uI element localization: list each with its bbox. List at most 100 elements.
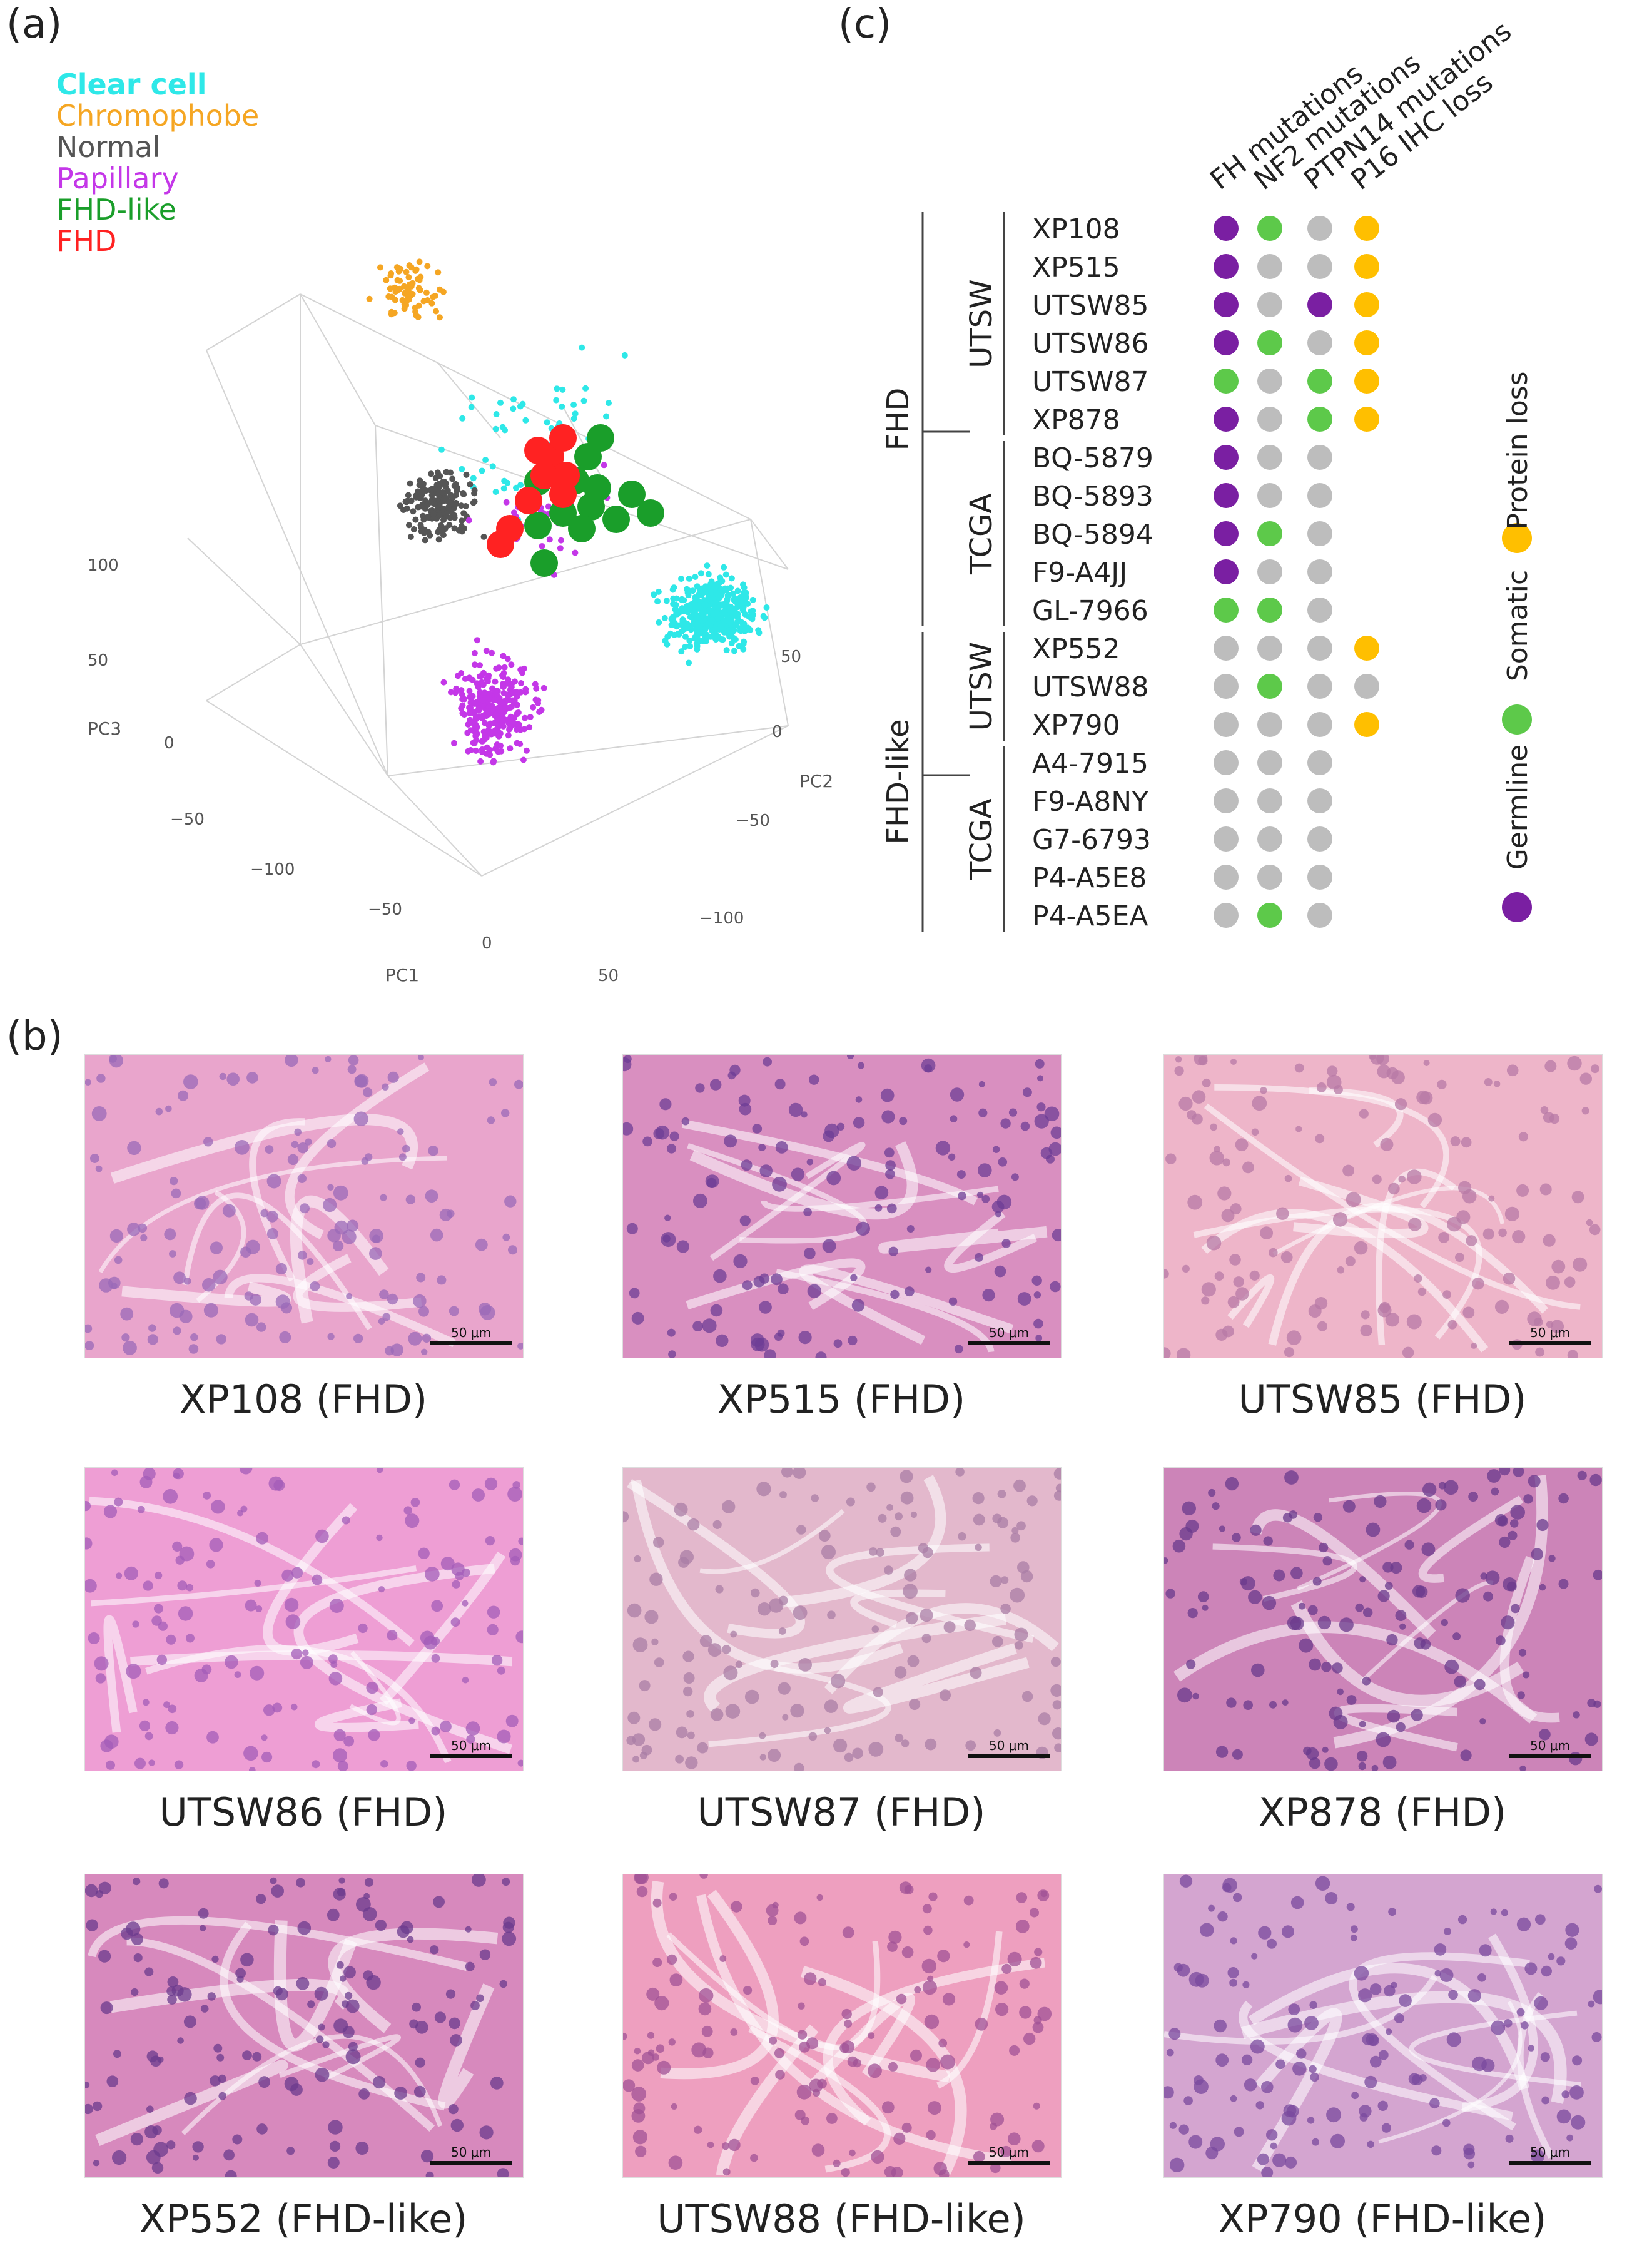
cell-nucleus bbox=[465, 1926, 472, 1933]
cell-nucleus bbox=[268, 1476, 283, 1491]
cell-nucleus bbox=[1242, 1981, 1250, 1988]
cell-nucleus bbox=[735, 1660, 743, 1669]
tissue-gap bbox=[314, 1698, 419, 1732]
cell-nucleus bbox=[1007, 1951, 1022, 1966]
cell-nucleus bbox=[487, 1605, 500, 1619]
scale-bar-line bbox=[430, 1341, 512, 1345]
cell-nucleus bbox=[1450, 1136, 1461, 1147]
cell-nucleus bbox=[297, 1921, 312, 1935]
cell-nucleus bbox=[475, 1238, 488, 1251]
cell-nucleus bbox=[184, 2092, 197, 2105]
cell-nucleus bbox=[284, 2077, 299, 2092]
cell-nucleus bbox=[974, 1253, 983, 1262]
cell-nucleus bbox=[252, 2052, 262, 2062]
cell-nucleus bbox=[666, 1954, 677, 1965]
cell-nucleus bbox=[894, 1666, 907, 1679]
cell-nucleus bbox=[841, 2168, 850, 2177]
cell-nucleus bbox=[699, 1988, 714, 2003]
pca-point bbox=[405, 492, 412, 499]
cell-nucleus bbox=[1178, 2124, 1189, 2135]
cell-nucleus bbox=[1054, 1743, 1061, 1752]
pca-point bbox=[686, 575, 692, 582]
pca-point bbox=[710, 611, 717, 618]
scale-bar-label: 50 μm bbox=[988, 2145, 1029, 2160]
pca-point bbox=[530, 462, 558, 489]
cell-nucleus bbox=[807, 1284, 821, 1298]
cell-nucleus bbox=[305, 1138, 312, 1146]
mutation-dot bbox=[1307, 407, 1332, 432]
cell-nucleus bbox=[1185, 1519, 1199, 1533]
cell-nucleus bbox=[752, 1124, 763, 1134]
cell-nucleus bbox=[992, 1635, 1003, 1647]
cell-nucleus bbox=[1030, 1908, 1039, 1918]
pca-point bbox=[728, 575, 735, 582]
pca-point bbox=[366, 295, 373, 302]
cell-nucleus bbox=[741, 1159, 753, 1171]
cell-nucleus bbox=[1558, 1579, 1569, 1589]
cell-nucleus bbox=[909, 1698, 921, 1711]
pca-point bbox=[684, 622, 691, 629]
cell-nucleus bbox=[886, 1203, 897, 1214]
pca-point bbox=[459, 710, 466, 716]
cell-nucleus bbox=[1346, 1192, 1361, 1208]
tissue-gap bbox=[801, 1965, 967, 2176]
cell-nucleus bbox=[884, 1565, 893, 1575]
cell-nucleus bbox=[345, 1999, 360, 2013]
cell-nucleus bbox=[1380, 1137, 1394, 1151]
pca-point bbox=[459, 528, 465, 535]
sample-name: UTSW85 bbox=[1032, 290, 1149, 322]
mutation-dot bbox=[1257, 483, 1282, 508]
cell-nucleus bbox=[938, 2038, 948, 2048]
pca-point bbox=[670, 601, 677, 608]
grid-line-0 bbox=[300, 293, 751, 520]
pca-point bbox=[446, 522, 453, 529]
cell-nucleus bbox=[742, 1280, 753, 1291]
cell-nucleus bbox=[209, 1538, 223, 1552]
cell-nucleus bbox=[1249, 1270, 1260, 1281]
cell-nucleus bbox=[1372, 1174, 1382, 1184]
pca-point bbox=[511, 509, 517, 516]
cell-nucleus bbox=[1483, 1591, 1493, 1602]
pca-point bbox=[568, 515, 596, 542]
pca-point bbox=[432, 292, 438, 299]
cell-nucleus bbox=[1567, 1350, 1578, 1358]
cell-nucleus bbox=[1251, 1663, 1265, 1677]
cell-nucleus bbox=[137, 1505, 145, 1513]
cell-nucleus bbox=[121, 1333, 130, 1342]
cell-nucleus bbox=[759, 1754, 766, 1761]
cell-nucleus bbox=[772, 1177, 787, 1192]
cell-nucleus bbox=[502, 1878, 510, 1886]
cell-nucleus bbox=[143, 1580, 153, 1591]
cell-nucleus bbox=[631, 2059, 644, 2072]
cell-nucleus bbox=[1222, 1883, 1232, 1893]
tissue-gap bbox=[181, 2034, 443, 2135]
cell-nucleus bbox=[372, 1234, 381, 1243]
grid-line-17 bbox=[437, 362, 501, 439]
table-row: P4-A5EA bbox=[1032, 900, 1332, 932]
cell-nucleus bbox=[450, 1617, 460, 1627]
cell-nucleus bbox=[178, 1606, 193, 1621]
cell-nucleus bbox=[188, 1344, 199, 1354]
cell-nucleus bbox=[95, 1890, 104, 1898]
cell-nucleus bbox=[1008, 1108, 1018, 1117]
cell-nucleus bbox=[797, 2030, 808, 2040]
cell-nucleus bbox=[811, 2143, 825, 2157]
scale-bar: 50 μm bbox=[968, 2145, 1050, 2165]
cell-nucleus bbox=[654, 1657, 664, 1667]
pca-point bbox=[499, 699, 505, 706]
cell-nucleus bbox=[1351, 2092, 1359, 2100]
cell-nucleus bbox=[249, 1767, 256, 1771]
pca-point bbox=[460, 491, 467, 497]
cell-nucleus bbox=[1275, 2059, 1285, 2070]
cell-nucleus bbox=[323, 1198, 337, 1213]
pca-points bbox=[366, 258, 770, 766]
cell-nucleus bbox=[1362, 2033, 1374, 2046]
cell-nucleus bbox=[1257, 2153, 1269, 2165]
cell-nucleus bbox=[1168, 2028, 1181, 2040]
pca-point bbox=[440, 506, 447, 512]
key-label: Germline bbox=[1502, 745, 1534, 870]
cell-nucleus bbox=[327, 1229, 341, 1243]
table-rows: XP108XP515UTSW85UTSW86UTSW87XP878BQ-5879… bbox=[1032, 213, 1379, 932]
cell-nucleus bbox=[1230, 1937, 1237, 1945]
tissue-gap bbox=[196, 1190, 246, 1303]
